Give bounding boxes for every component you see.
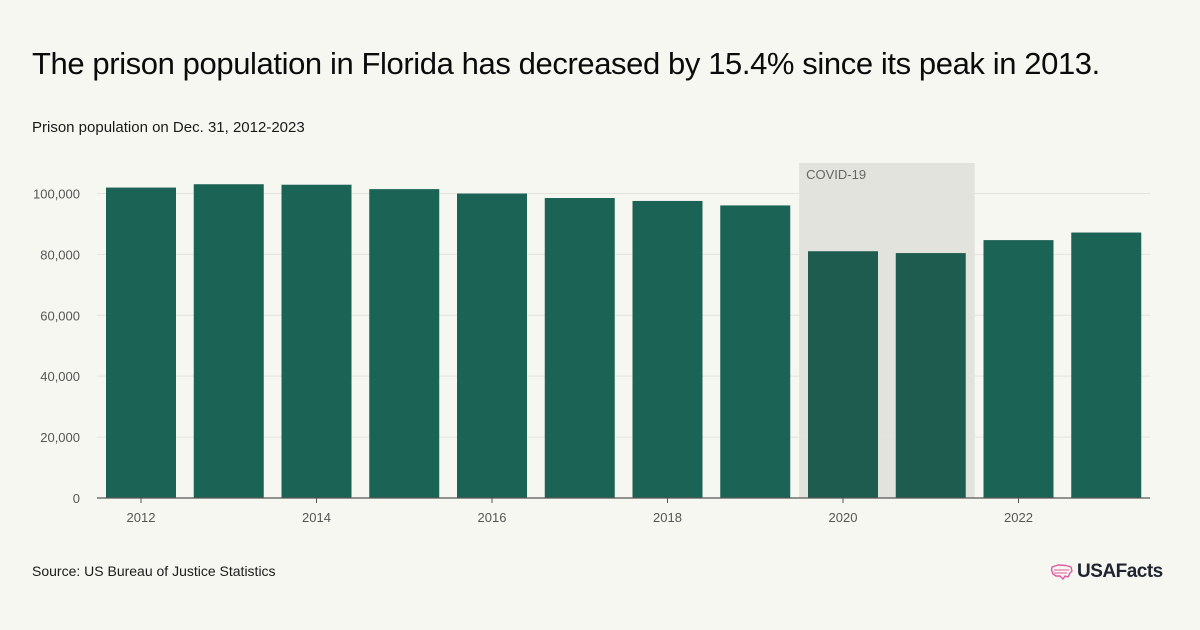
bar-2020: [808, 251, 878, 498]
bar-2013: [193, 184, 264, 499]
bar-2019: [720, 205, 791, 498]
gridlines: [97, 192, 1150, 438]
y-tick-label: 80,000: [40, 247, 80, 262]
us-map-icon: [1050, 564, 1073, 580]
axes: 0 20,000 40,000 60,000 80,000 100,000 2012 2014…: [33, 186, 1150, 525]
x-tick-label: 2014: [302, 510, 331, 525]
bars: [106, 184, 1142, 499]
source-note: Source: US Bureau of Justice Statistics: [32, 563, 276, 579]
y-tick-label: 20,000: [40, 430, 80, 445]
bar-2015: [369, 189, 440, 498]
covid-annotation-label: COVID-19: [806, 167, 866, 182]
x-tick-label: 2022: [1004, 510, 1033, 525]
y-tick-label: 60,000: [40, 308, 80, 323]
bar-2012: [106, 187, 176, 498]
bar-2023: [1071, 232, 1142, 499]
y-tick-label: 100,000: [33, 186, 80, 201]
bar-2014: [281, 184, 352, 498]
bar-2021: [895, 253, 966, 498]
chart-subtitle: Prison population on Dec. 31, 2012-2023: [32, 119, 305, 136]
x-tick-label: 2018: [653, 510, 682, 525]
x-tick-label: 2020: [829, 510, 858, 525]
logo-wordmark: USAFacts: [1077, 561, 1163, 582]
bar-2016: [457, 193, 527, 499]
chart-title: The prison population in Florida has dec…: [32, 46, 1100, 81]
bar-2022: [983, 240, 1054, 499]
usafacts-logo[interactable]: USAFacts: [1050, 560, 1163, 584]
bar-2017: [544, 198, 615, 499]
x-tick-label: 2012: [127, 510, 156, 525]
y-tick-label: 0: [73, 491, 80, 506]
x-tick-label: 2016: [478, 510, 507, 525]
y-tick-label: 40,000: [40, 369, 80, 384]
bar-2018: [632, 200, 703, 499]
